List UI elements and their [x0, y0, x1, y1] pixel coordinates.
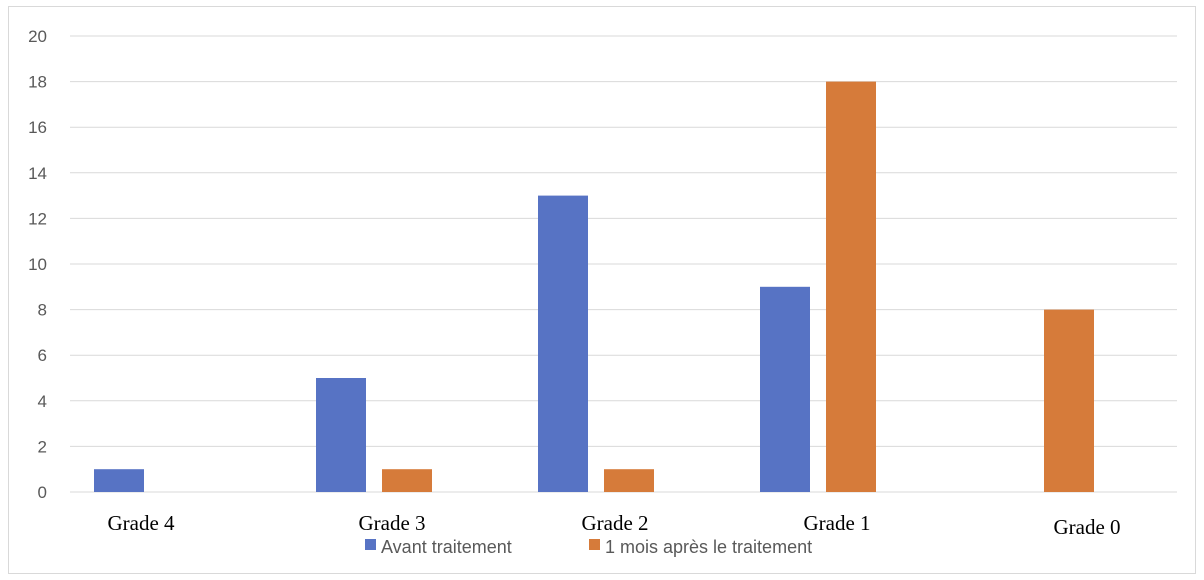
bar-apres-1: [382, 469, 432, 492]
bar-avant-1: [316, 378, 366, 492]
y-tick-label: 4: [38, 392, 47, 411]
category-label: Grade 3: [358, 511, 425, 535]
y-tick-label: 12: [28, 209, 47, 228]
category-label: Grade 1: [803, 511, 870, 535]
legend-label: Avant traitement: [381, 537, 512, 557]
grid-layer: [70, 35, 1177, 493]
category-label: Grade 4: [107, 511, 175, 535]
legend-swatch: [589, 539, 600, 550]
y-tick-label: 14: [28, 164, 47, 183]
y-tick-label: 6: [38, 346, 47, 365]
bar-apres-2: [604, 469, 654, 492]
y-tick-label: 20: [28, 27, 47, 46]
legend: Avant traitement 1 mois après le traiteme…: [365, 537, 812, 557]
y-axis-ticks: 0 2 4 6 8 10 12 14 16 18 20: [28, 27, 47, 502]
y-tick-label: 0: [38, 483, 47, 502]
bar-avant-0: [94, 469, 144, 492]
legend-label: 1 mois après le traitement: [605, 537, 812, 557]
bar-apres-4: [1044, 309, 1094, 492]
category-labels: Grade 4 Grade 3 Grade 2 Grade 1 Grade 0: [107, 511, 1120, 539]
y-tick-label: 18: [28, 73, 47, 92]
category-label: Grade 2: [581, 511, 648, 535]
y-tick-label: 8: [38, 301, 47, 320]
chart-frame: [8, 6, 1196, 574]
y-tick-label: 16: [28, 118, 47, 137]
y-tick-label: 10: [28, 255, 47, 274]
category-label: Grade 0: [1053, 515, 1120, 539]
bar-apres-3: [826, 81, 876, 492]
bar-avant-2: [538, 195, 588, 492]
bars-layer: [94, 81, 1094, 492]
legend-swatch: [365, 539, 376, 550]
bar-avant-3: [760, 286, 810, 492]
y-tick-label: 2: [38, 437, 47, 456]
